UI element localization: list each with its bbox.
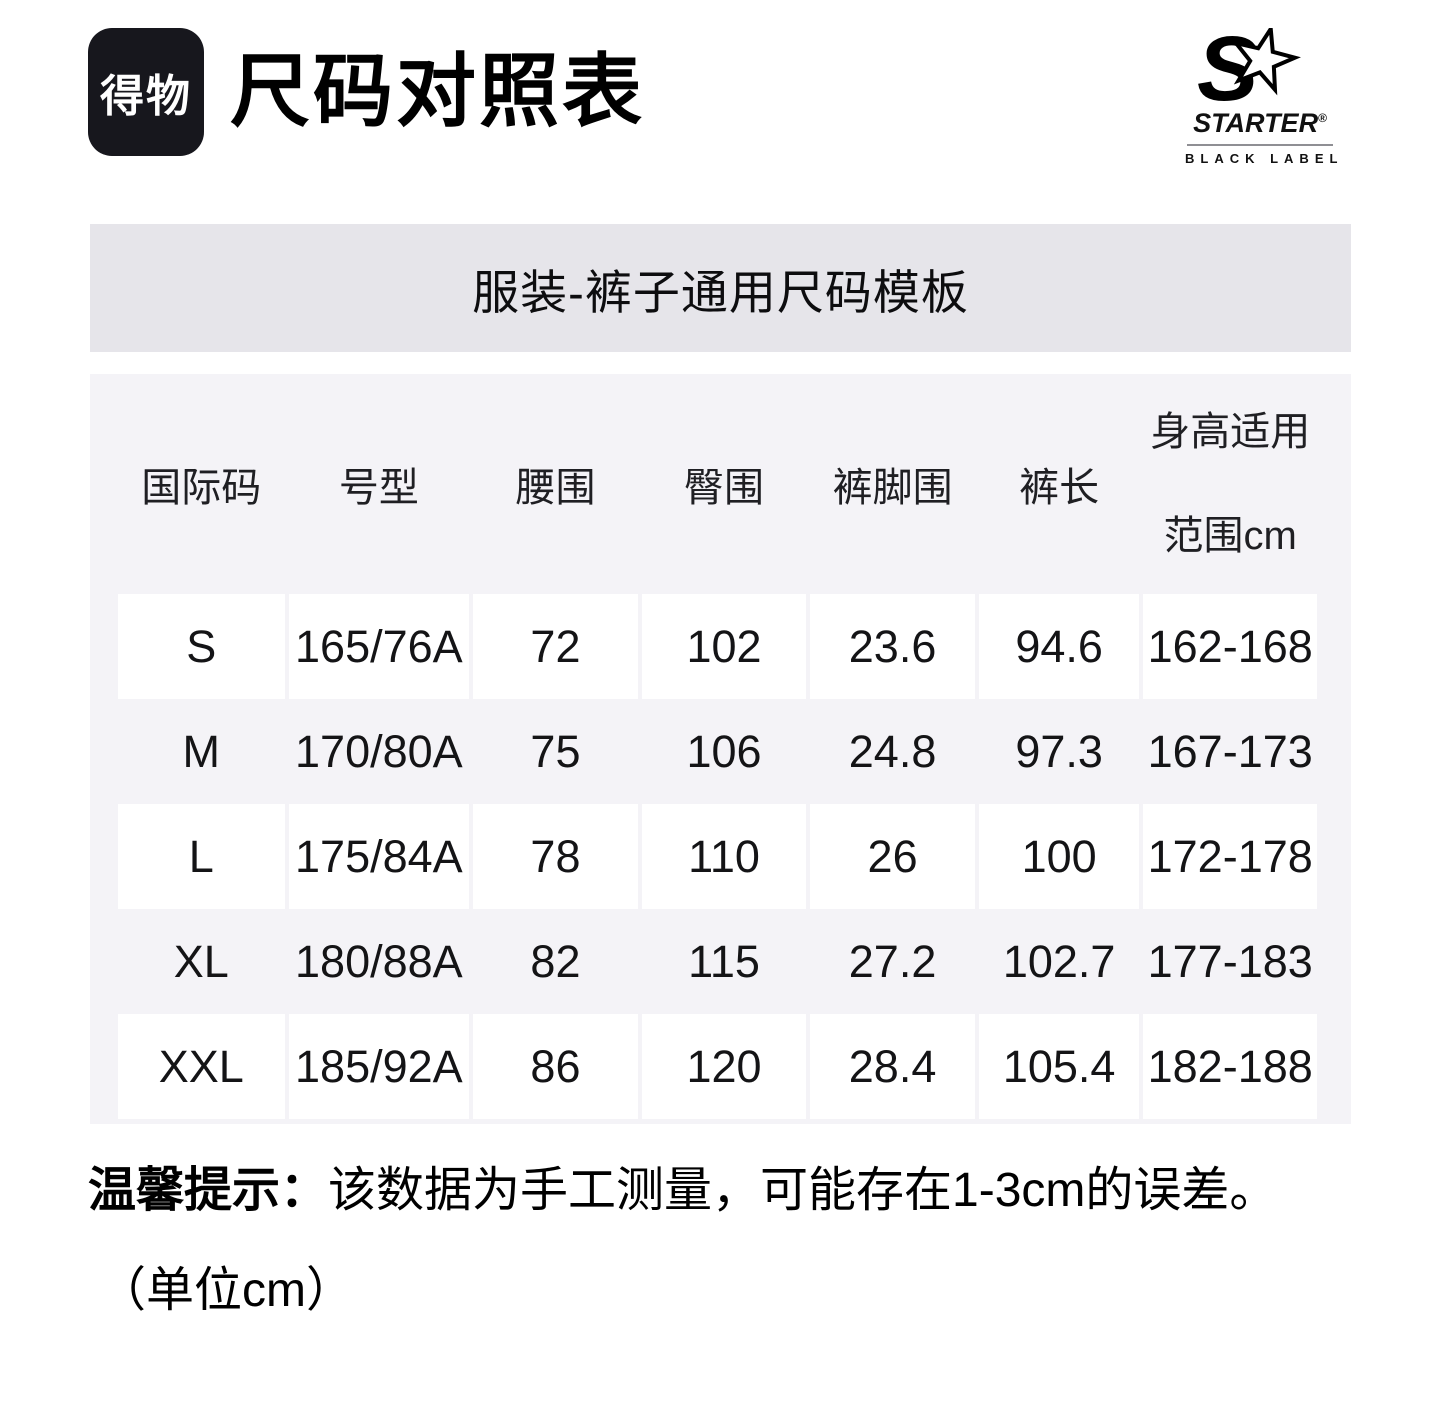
table-cell: 175/84A <box>288 804 470 909</box>
page-title: 尺码对照表 <box>230 47 645 136</box>
table-row-l: L 175/84A 78 110 26 100 172-178 <box>118 804 1317 909</box>
table-cell: 180/88A <box>295 935 463 987</box>
table-cell: 97.3 <box>1015 725 1103 777</box>
table-cell: 72 <box>473 594 638 699</box>
table-cell: 115 <box>688 935 760 987</box>
note-unit: （单位cm） <box>98 1264 354 1317</box>
table-cell: 94.6 <box>978 594 1140 699</box>
table-cell: XXL <box>118 1014 285 1119</box>
table-cell: 170/80A <box>295 725 463 777</box>
size-table: 国际码 号型 腰围 臀围 裤脚围 裤长 身高适用 范围cm S 165/76A … <box>90 374 1351 1124</box>
table-cell: 75 <box>530 725 581 777</box>
table-cell: 172-178 <box>1143 804 1317 909</box>
header-cell-model: 号型 <box>338 466 419 510</box>
starter-sublabel: BLACK LABEL <box>1185 151 1344 167</box>
registered-mark: ® <box>1318 111 1327 125</box>
note-line1: 温馨提示：该数据为手工测量，可能存在1-3cm的误差。 <box>88 1150 1353 1220</box>
header-cell-waist: 腰围 <box>515 466 596 510</box>
header-cell-pant-length: 裤长 <box>1019 466 1100 510</box>
table-row-xl: XL 180/88A 82 115 27.2 102.7 177-183 <box>118 909 1317 1014</box>
table-cell: 167-173 <box>1147 725 1313 777</box>
table-cell: M <box>182 725 221 777</box>
starter-divider <box>1187 144 1333 147</box>
starter-logo: S STARTER® BLACK LABEL <box>1185 28 1344 167</box>
table-row-xxl: XXL 185/92A 86 120 28.4 105.4 182-188 <box>118 1014 1317 1119</box>
table-cell: 182-188 <box>1143 1014 1317 1119</box>
table-cell: 100 <box>978 804 1140 909</box>
table-row-s: S 165/76A 72 102 23.6 94.6 162-168 <box>118 594 1317 699</box>
table-cell: 120 <box>641 1014 807 1119</box>
template-banner: 服装-裤子通用尺码模板 <box>90 224 1351 352</box>
header-cell-leg-opening: 裤脚围 <box>832 466 953 510</box>
note-title: 温馨提示： <box>88 1164 329 1217</box>
dewu-logo-text: 得物 <box>100 72 192 121</box>
table-row-m: M 170/80A 75 106 24.8 97.3 167-173 <box>118 699 1317 804</box>
table-cell: 105.4 <box>978 1014 1140 1119</box>
table-cell: 27.2 <box>848 935 937 987</box>
table-cell: L <box>118 804 285 909</box>
top-bar: 得物 尺码对照表 S STARTER® BLACK LABEL <box>0 0 1443 166</box>
banner-title: 服装-裤子通用尺码模板 <box>472 265 969 319</box>
note: 温馨提示：该数据为手工测量，可能存在1-3cm的误差。 （单位cm） <box>88 1150 1353 1320</box>
table-cell: 185/92A <box>288 1014 470 1119</box>
table-cell: 110 <box>641 804 807 909</box>
starter-star-icon: S <box>1185 28 1335 108</box>
note-text: 该数据为手工测量，可能存在1-3cm的误差。 <box>328 1164 1278 1217</box>
table-cell: 23.6 <box>810 594 975 699</box>
table-cell: 78 <box>473 804 638 909</box>
header-cell-hip: 臀围 <box>684 466 765 510</box>
table-cell: 177-183 <box>1147 935 1313 987</box>
table-cell: 102 <box>641 594 807 699</box>
table-cell: 106 <box>686 725 762 777</box>
table-header-row: 国际码 号型 腰围 臀围 裤脚围 裤长 身高适用 范围cm <box>118 374 1317 594</box>
table-cell: 162-168 <box>1143 594 1317 699</box>
table-cell: 82 <box>530 935 581 987</box>
table-cell: XL <box>173 935 229 987</box>
table-cell: 24.8 <box>848 725 937 777</box>
starter-wordmark: STARTER® <box>1193 108 1327 138</box>
table-cell: S <box>118 594 285 699</box>
table-cell: 86 <box>473 1014 638 1119</box>
header-height-range-line1: 身高适用 <box>1150 410 1311 454</box>
table-cell: 165/76A <box>288 594 470 699</box>
table-cell: 102.7 <box>1002 935 1116 987</box>
table-cell: 26 <box>810 804 975 909</box>
header-cell-height-range: 身高适用 范围cm <box>1143 374 1317 594</box>
table-cell: 28.4 <box>810 1014 975 1119</box>
header-height-range-line2: 范围cm <box>1163 514 1297 558</box>
dewu-logo: 得物 <box>88 28 204 156</box>
header-cell-intl-size: 国际码 <box>141 466 262 510</box>
